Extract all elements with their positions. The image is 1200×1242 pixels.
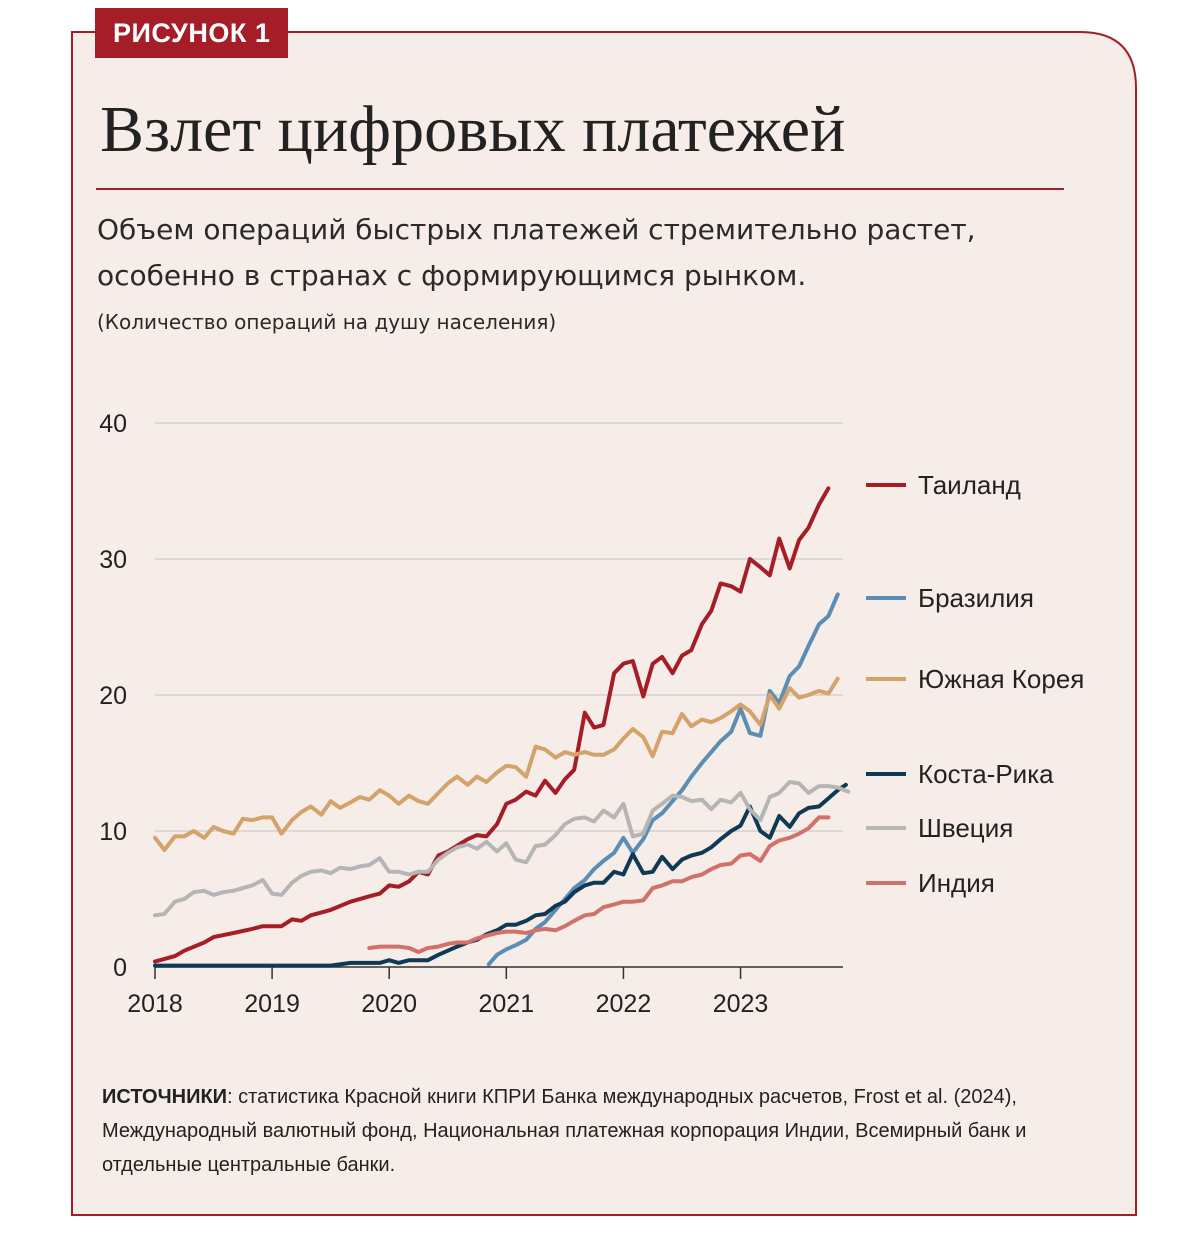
series-line-3	[153, 782, 848, 968]
units-note: (Количество операций на душу населения)	[97, 310, 557, 334]
y-tick-label: 30	[99, 546, 127, 574]
x-tick-label: 2018	[127, 990, 183, 1018]
series-line-0	[153, 486, 831, 964]
x-tick-label: 2021	[479, 990, 535, 1018]
legend: Таиланд Бразилия Южная Корея Коста-Рика Швец…	[866, 470, 1084, 898]
legend-label-4: Швеция	[918, 813, 1013, 843]
series-line-5	[367, 815, 831, 954]
legend-label-2: Южная Корея	[918, 664, 1084, 694]
legend-label-0: Таиланд	[918, 470, 1021, 500]
axes: 0 10 20 30 40 2018 2019 2020 2021 2022 2023	[99, 410, 843, 1018]
legend-label-5: Индия	[918, 868, 995, 898]
series-line-4	[153, 780, 851, 918]
title-divider	[96, 188, 1064, 190]
y-tick-label: 0	[113, 954, 127, 982]
x-tick-label: 2022	[596, 990, 652, 1018]
y-tick-label: 20	[99, 682, 127, 710]
sources-text: : статистика Красной книги КПРИ Банка ме…	[102, 1086, 1027, 1176]
figure-label-badge: РИСУНОК 1	[95, 8, 289, 58]
frame-border	[71, 31, 1137, 1216]
series-lines	[153, 486, 851, 968]
x-tick-label: 2019	[244, 990, 300, 1018]
x-tick-label: 2020	[361, 990, 417, 1018]
series-line-1	[486, 592, 840, 967]
series-line-2	[153, 676, 840, 852]
x-tick-label: 2023	[713, 990, 769, 1018]
y-tick-label: 40	[99, 410, 127, 438]
sources-note: ИСТОЧНИКИ: статистика Красной книги КПРИ…	[102, 1080, 1072, 1182]
y-tick-label: 10	[99, 818, 127, 846]
figure-title: Взлет цифровых платежей	[100, 93, 846, 166]
legend-label-3: Коста-Рика	[918, 759, 1054, 789]
sources-label: ИСТОЧНИКИ	[102, 1086, 228, 1108]
legend-label-1: Бразилия	[918, 583, 1034, 613]
figure-subtitle: Объем операций быстрых платежей стремите…	[97, 213, 976, 292]
